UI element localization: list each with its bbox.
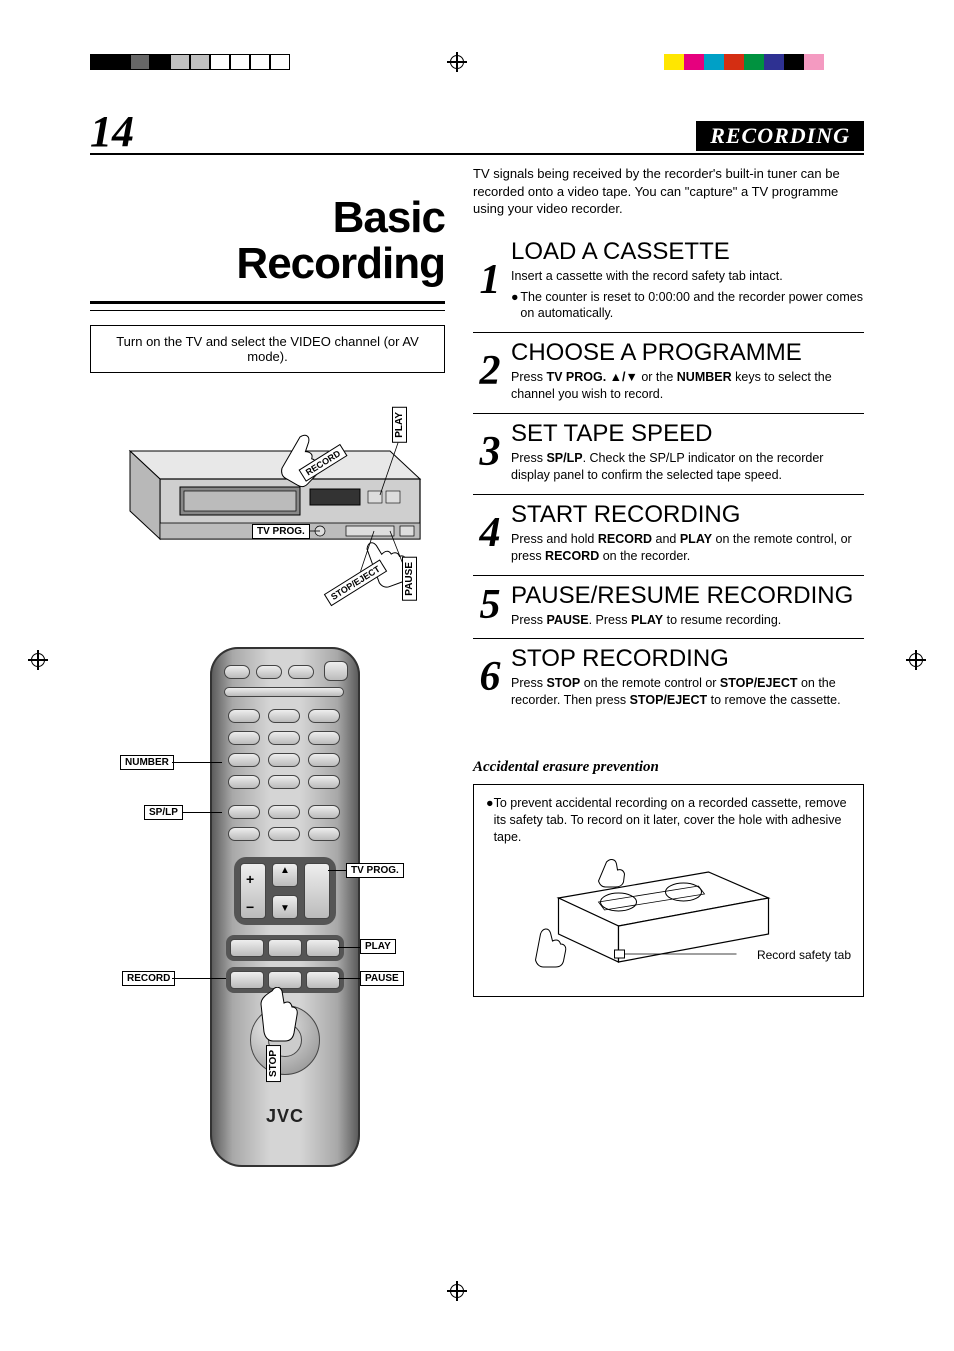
step-bullet: ●The counter is reset to 0:00:00 and the…	[511, 289, 864, 323]
step-number: 4	[473, 512, 507, 554]
step: 6STOP RECORDINGPress STOP on the remote …	[473, 639, 864, 719]
step-title: STOP RECORDING	[511, 645, 864, 673]
print-registration-bottom	[0, 1281, 954, 1301]
step-body: Press TV PROG. ▲/▼ or the NUMBER keys to…	[511, 369, 864, 403]
step: 1LOAD A CASSETTE Insert a cassette with t…	[473, 232, 864, 334]
bw-swatches	[90, 54, 290, 70]
step-body: Press STOP on the remote control or STOP…	[511, 675, 864, 709]
section-tab: RECORDING	[696, 121, 864, 151]
step: 2CHOOSE A PROGRAMMEPress TV PROG. ▲/▼ or…	[473, 333, 864, 414]
step-number: 2	[473, 350, 507, 392]
title-line1: Basic	[333, 193, 445, 242]
remote-body: + − ▲ ▼ JVC	[210, 647, 360, 1167]
crosshair-left	[28, 650, 48, 670]
step-number: 5	[473, 584, 507, 626]
remote-illustration: + − ▲ ▼ JVC	[90, 647, 445, 1207]
title-rule-thick	[90, 301, 445, 304]
color-swatches	[664, 54, 844, 70]
step-title: PAUSE/RESUME RECORDING	[511, 582, 864, 610]
step-number: 3	[473, 431, 507, 473]
step-body: Insert a cassette with the record safety…	[511, 268, 864, 285]
step: 5PAUSE/RESUME RECORDING Press PAUSE. Pres…	[473, 576, 864, 640]
remote-label-splp: SP/LP	[144, 805, 183, 820]
instruction-box: Turn on the TV and select the VIDEO chan…	[90, 325, 445, 373]
step-title: SET TAPE SPEED	[511, 420, 864, 448]
step-body: Press PAUSE. Press PLAY to resume record…	[511, 612, 864, 629]
steps-list: 1LOAD A CASSETTE Insert a cassette with t…	[473, 232, 864, 720]
remote-label-record: RECORD	[122, 971, 175, 986]
remote-label-tvprog: TV PROG.	[346, 863, 404, 878]
remote-label-pause: PAUSE	[360, 971, 404, 986]
remote-label-stop: STOP	[266, 1045, 281, 1082]
cassette-illustration: Record safety tab	[486, 854, 851, 984]
cassette-safety-label: Record safety tab	[757, 948, 851, 962]
step-title: CHOOSE A PROGRAMME	[511, 339, 864, 367]
page-title: Basic Recording	[90, 195, 445, 287]
erasure-heading: Accidental erasure prevention	[473, 759, 864, 776]
step-number: 6	[473, 656, 507, 698]
vcr-label-tvprog: TV PROG.	[252, 524, 310, 539]
page-content: 14 RECORDING Basic Recording Turn on the…	[90, 115, 864, 1291]
crosshair-right	[906, 650, 926, 670]
erasure-body: To prevent accidental recording on a rec…	[494, 795, 851, 846]
vcr-label-play: PLAY	[392, 407, 407, 443]
crosshair-bottom	[447, 1281, 467, 1301]
remote-label-play: PLAY	[360, 939, 396, 954]
vcr-illustration: PLAY RECORD TV PROG. STOP/EJECT PAUSE	[90, 407, 445, 607]
hand-on-remote	[258, 987, 298, 1047]
right-column: TV signals being received by the recorde…	[473, 165, 864, 1207]
step-number: 1	[473, 259, 507, 301]
step-title: LOAD A CASSETTE	[511, 238, 864, 266]
vcr-label-pause: PAUSE	[402, 557, 417, 601]
remote-brand: JVC	[210, 1106, 360, 1127]
page-number: 14	[90, 106, 134, 157]
step-body: Press and hold RECORD and PLAY on the re…	[511, 531, 864, 565]
title-rule-thin	[90, 310, 445, 311]
erasure-box: ● To prevent accidental recording on a r…	[473, 784, 864, 997]
step: 3SET TAPE SPEEDPress SP/LP. Check the SP…	[473, 414, 864, 495]
title-line2: Recording	[236, 239, 445, 288]
bullet-icon: ●	[486, 795, 494, 846]
intro-paragraph: TV signals being received by the recorde…	[473, 165, 864, 218]
page-header: 14 RECORDING	[90, 115, 864, 155]
step: 4START RECORDINGPress and hold RECORD an…	[473, 495, 864, 576]
step-body: Press SP/LP. Check the SP/LP indicator o…	[511, 450, 864, 484]
left-column: Basic Recording Turn on the TV and selec…	[90, 165, 445, 1207]
remote-label-number: NUMBER	[120, 755, 174, 770]
crosshair-top	[447, 52, 467, 72]
print-registration-top	[0, 50, 954, 74]
step-title: START RECORDING	[511, 501, 864, 529]
